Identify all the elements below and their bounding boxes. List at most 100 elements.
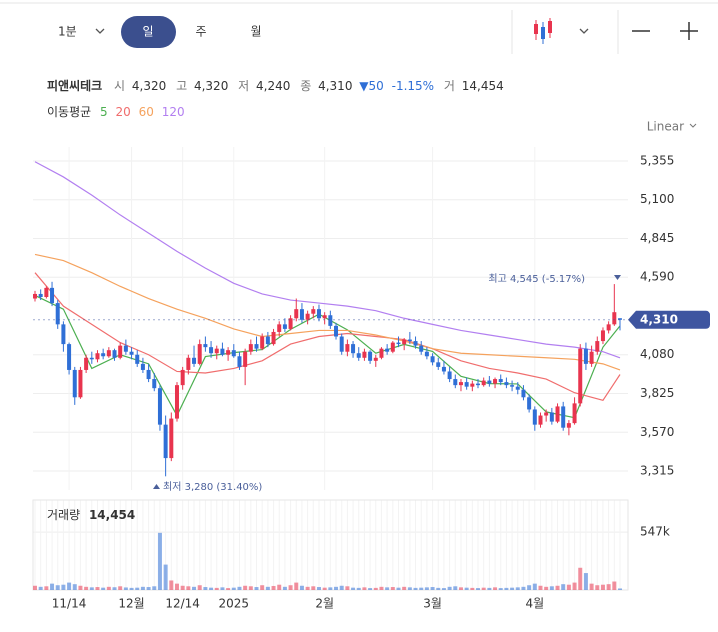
y-tick-label: 4,080 — [640, 347, 674, 361]
candle-body — [254, 344, 259, 349]
candle-body — [447, 371, 452, 380]
volume-bar — [345, 586, 350, 590]
candle-body — [493, 379, 498, 384]
candle-body — [260, 336, 265, 349]
volume-bar — [123, 587, 128, 590]
candle-body — [152, 379, 157, 389]
volume-bar — [578, 567, 583, 590]
volume-bar — [226, 588, 231, 590]
candle-body — [106, 350, 111, 357]
volume-bar — [487, 587, 492, 590]
candle-body — [44, 287, 49, 297]
candle-body — [424, 351, 429, 357]
candle-body — [470, 383, 475, 387]
candle-body — [169, 418, 174, 459]
candle-body — [510, 385, 515, 387]
candle-body — [277, 324, 282, 332]
dropdown-arrow — [95, 28, 105, 34]
volume-bar — [248, 586, 253, 590]
volume-bar — [237, 586, 242, 590]
quote-value: 4,320 — [132, 79, 166, 93]
candle-body — [385, 348, 390, 352]
candle-body — [390, 342, 395, 352]
volume-bar — [595, 585, 600, 590]
quote-value: 14,454 — [462, 79, 504, 93]
volume-bar — [430, 587, 435, 590]
scale-mode[interactable]: Linear — [647, 120, 684, 134]
change: ▼50 — [359, 79, 384, 93]
interval-select[interactable]: 1분 — [58, 25, 77, 39]
candle-body — [402, 339, 407, 345]
candle-body — [396, 342, 401, 345]
zoom-in[interactable] — [680, 22, 698, 40]
v-tick-label: 547k — [640, 525, 670, 539]
y-tick-label: 4,845 — [640, 231, 674, 245]
candle-body — [328, 315, 333, 326]
x-tick-label: 11/14 — [52, 597, 87, 611]
candle-body — [498, 379, 503, 383]
volume-bar — [583, 573, 588, 590]
y-tick-label: 3,570 — [640, 425, 674, 439]
volume-bar — [299, 585, 304, 590]
volume-bar — [112, 587, 117, 590]
candle-body — [186, 357, 191, 370]
volume-bar — [203, 587, 208, 590]
candle-body — [316, 309, 321, 319]
candle-body — [95, 353, 100, 360]
candle-body — [538, 415, 543, 425]
candle-body — [237, 356, 242, 367]
candle-body — [595, 341, 600, 352]
high-annotation: 최고 4,545 (-5.17%) — [488, 273, 585, 285]
volume-bar — [334, 586, 339, 590]
chart-type-icon[interactable] — [534, 18, 552, 44]
candle-body — [72, 369, 77, 398]
candle-body — [84, 357, 89, 370]
candle-body — [220, 348, 225, 355]
volume-bar — [67, 582, 72, 590]
candle-body — [453, 379, 458, 386]
candle-body — [146, 369, 151, 380]
candle-body — [527, 397, 532, 410]
volume-bar — [106, 586, 111, 590]
volume-bar — [209, 587, 214, 590]
volume-bar — [118, 586, 123, 590]
volume-bar — [413, 587, 418, 590]
candle-body — [294, 309, 299, 319]
candle-body — [163, 424, 168, 459]
volume-legend: 거래량 14,454 — [47, 508, 135, 522]
volume-last: 14,454 — [89, 508, 135, 522]
volume-bar — [288, 585, 293, 590]
volume-bar — [493, 587, 498, 590]
volume-bar — [322, 587, 327, 590]
quote-label: 저 — [238, 79, 249, 93]
ma-line — [34, 161, 621, 359]
volume-bar — [402, 586, 407, 590]
candle-body — [430, 356, 435, 363]
volume-bar — [396, 587, 401, 590]
x-tick-label: 2월 — [315, 597, 334, 611]
tab[interactable]: 월 — [250, 25, 261, 39]
volume-bar — [78, 585, 83, 590]
candle-body — [209, 347, 214, 354]
tab[interactable]: 일 — [142, 25, 153, 39]
quote-label: 종 — [300, 79, 311, 93]
candle-body — [214, 348, 219, 354]
volume-bar — [447, 586, 452, 590]
candle-body — [55, 303, 60, 325]
tab[interactable]: 주 — [195, 25, 206, 39]
last-price-tag — [628, 310, 710, 329]
volume-bar — [101, 587, 106, 590]
candle-body — [265, 336, 270, 345]
volume-bar — [163, 564, 168, 590]
candle-body — [339, 336, 344, 352]
candle-body — [203, 344, 208, 348]
volume-bar — [38, 586, 43, 590]
candle-body — [566, 423, 571, 428]
candle-body — [101, 353, 106, 357]
volume-bar — [311, 586, 316, 590]
candle-body — [243, 351, 248, 367]
candle-body — [362, 351, 367, 358]
candle-body — [618, 318, 622, 320]
candle-body — [419, 345, 424, 352]
